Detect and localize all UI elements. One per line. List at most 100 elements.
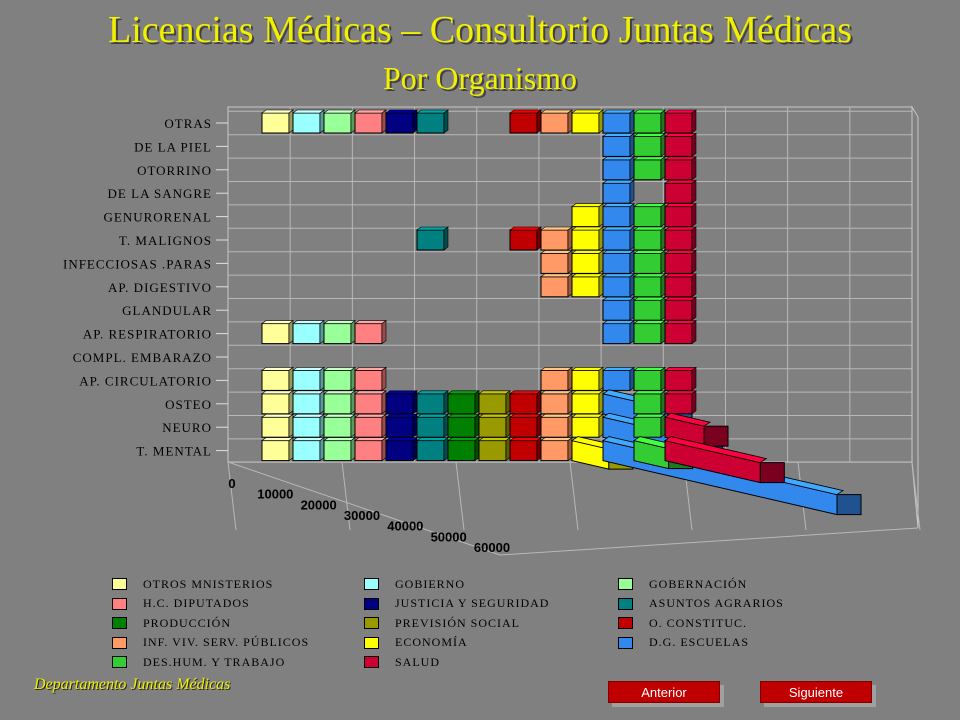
bar (633, 112, 662, 134)
bar-top (664, 250, 697, 254)
legend-swatch (112, 617, 127, 629)
bar (323, 440, 352, 462)
bar-side (319, 413, 325, 438)
bar-side (567, 437, 573, 462)
bar (633, 206, 662, 228)
bar-top (261, 413, 294, 418)
bar (354, 416, 383, 438)
bar (540, 252, 569, 274)
bar (261, 369, 290, 391)
bar-top (540, 250, 573, 254)
bar-top (292, 413, 325, 418)
bar (354, 112, 383, 134)
bar-top (633, 203, 666, 207)
legend-label: D.G. ESCUELAS (649, 635, 750, 649)
legend-item: GOBERNACIÓN (618, 576, 747, 592)
bar (447, 416, 476, 438)
bar-side (629, 249, 635, 274)
bar-side (660, 366, 666, 391)
legend-label: ECONOMÍA (395, 635, 468, 649)
bar-top (354, 437, 387, 441)
bar-side (381, 413, 387, 438)
bar (664, 206, 693, 228)
bar (323, 112, 352, 134)
bar-side (412, 109, 418, 134)
previous-button[interactable]: Anterior (608, 681, 720, 703)
bar (571, 276, 600, 298)
legend-swatch (618, 597, 633, 610)
bar-top (633, 367, 666, 371)
bar-end (703, 425, 729, 447)
legend-label: ASUNTOS AGRARIOS (649, 596, 784, 610)
bar (509, 416, 538, 438)
bar-top (633, 109, 666, 114)
bar-side (691, 132, 697, 157)
bar-top (261, 109, 294, 114)
bar-top (664, 412, 711, 427)
floor-line (911, 461, 921, 531)
bar-side (691, 249, 697, 274)
category-label: T. MENTAL (136, 444, 212, 459)
legend-label: JUSTICIA Y SEGURIDAD (395, 596, 550, 610)
bar-top (540, 226, 573, 231)
bar (478, 416, 507, 438)
bar-side (629, 320, 635, 345)
category-label: COMPL. EMBARAZO (73, 350, 212, 365)
bar (664, 299, 693, 321)
category-label: OTORRINO (137, 163, 212, 178)
bar (571, 252, 600, 274)
bar (664, 323, 693, 345)
category-label: AP. RESPIRATORIO (83, 327, 212, 342)
bar-side (350, 413, 356, 438)
bar-top (323, 367, 356, 371)
bar (292, 416, 321, 438)
bar-top (385, 390, 418, 395)
floor-line (569, 461, 579, 531)
bar (261, 323, 290, 345)
bar (292, 323, 321, 345)
bar (633, 135, 662, 157)
bar (261, 416, 290, 438)
bar-top (571, 367, 604, 371)
bar-top (633, 250, 666, 254)
category-label: AP. CIRCULATORIO (79, 373, 212, 388)
bar (354, 369, 383, 391)
legend-item: ASUNTOS AGRARIOS (618, 596, 784, 612)
bar-side (381, 109, 387, 134)
bar-side (350, 109, 356, 134)
bar-side (598, 366, 604, 391)
bar-side (629, 132, 635, 157)
page-subtitle: Por Organismo (382, 60, 578, 96)
bar-top (540, 109, 573, 114)
bar-top (602, 226, 635, 231)
category-label: OSTEO (165, 397, 212, 412)
bar-top (571, 413, 604, 418)
bar-side (629, 366, 635, 391)
bar (633, 416, 662, 438)
legend-swatch (112, 597, 127, 610)
bar-top (323, 109, 356, 114)
bar-top (292, 320, 325, 324)
legend-label: H.C. DIPUTADOS (143, 596, 250, 610)
bar-side (567, 109, 573, 134)
bar (602, 135, 631, 157)
bar-side (288, 320, 294, 345)
category-label: AP. DIGESTIVO (108, 280, 212, 295)
bar-top (540, 413, 573, 418)
bar (664, 229, 693, 251)
legend-swatch (618, 578, 633, 590)
bar-side (691, 226, 697, 251)
next-button[interactable]: Siguiente (760, 681, 872, 703)
bar (385, 416, 414, 438)
bar (292, 393, 321, 415)
bar (416, 112, 445, 134)
bar-side (319, 366, 325, 391)
bar (509, 440, 538, 462)
category-label: OTRAS (164, 116, 212, 131)
bar (323, 369, 352, 391)
bar-top (602, 156, 635, 161)
bar-side (598, 226, 604, 251)
bar-side (567, 226, 573, 251)
bar (540, 416, 569, 438)
bar-side (350, 390, 356, 415)
